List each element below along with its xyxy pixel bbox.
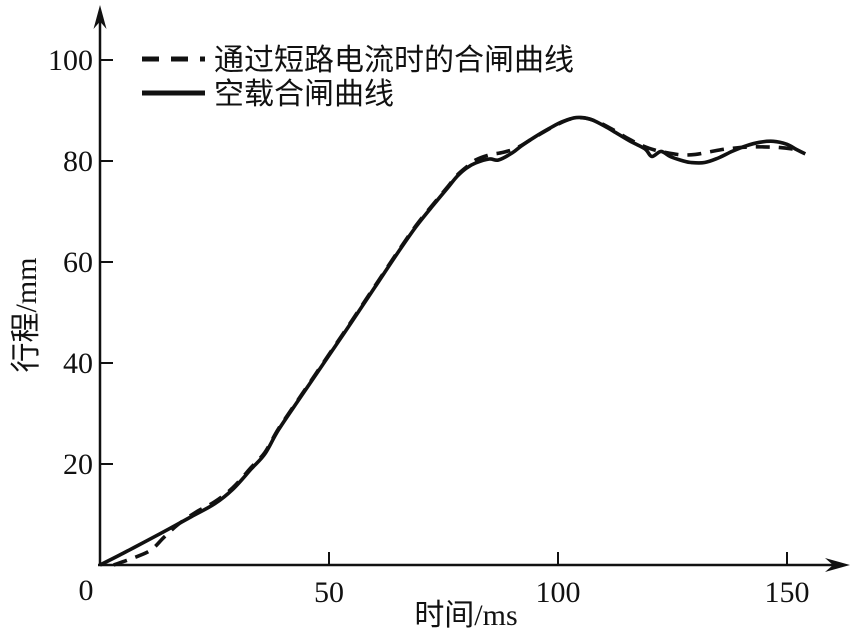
x-tick-label: 150 (765, 576, 810, 609)
y-tick-label: 80 (63, 145, 93, 178)
legend-label: 空载合闸曲线 (214, 78, 394, 111)
y-axis-arrow-icon (93, 5, 107, 29)
legend-label: 通过短路电流时的合闸曲线 (214, 44, 574, 77)
y-tick-label: 20 (63, 448, 93, 481)
x-tick-label: 50 (314, 576, 344, 609)
y-axis-title: 行程/mm (10, 257, 43, 372)
origin-label: 0 (79, 574, 94, 607)
y-tick-label: 60 (63, 246, 93, 279)
x-axis-title: 时间/ms (414, 599, 517, 631)
series-curve-dashed (113, 115, 802, 567)
y-tick-label: 40 (63, 347, 93, 380)
x-tick-label: 100 (536, 576, 581, 609)
y-tick-label: 100 (48, 44, 93, 77)
x-axis-arrow-icon (825, 558, 850, 572)
series-curve-solid (99, 115, 807, 567)
